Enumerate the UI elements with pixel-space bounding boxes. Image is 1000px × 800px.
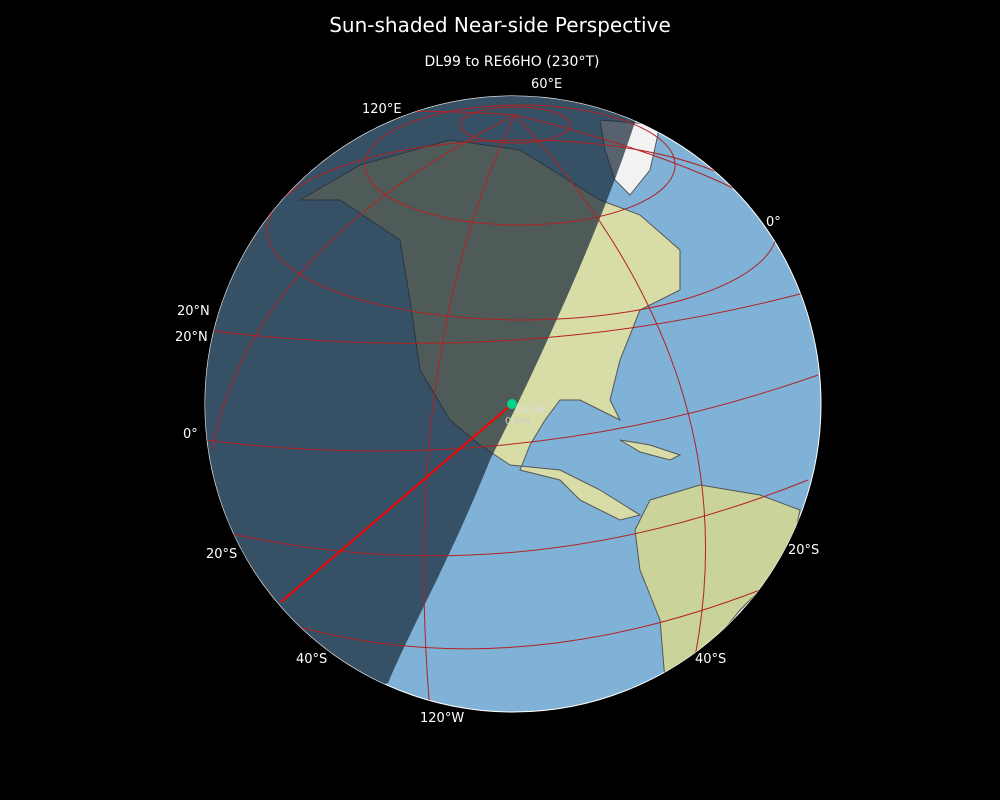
night-shade: [205, 96, 640, 712]
parallel-0: [205, 374, 819, 452]
great-circle-path: [280, 403, 513, 603]
label-120e: 120°E: [362, 102, 402, 117]
map-title: Sun-shaded Near-side Perspective: [329, 13, 671, 37]
parallel-80n: [459, 106, 571, 144]
label-20s-right: 20°S: [788, 543, 819, 558]
label-20s-left: 20°S: [206, 547, 237, 562]
label-120w: 120°W: [420, 711, 464, 726]
label-40s-left: 40°S: [296, 652, 327, 667]
map-subtitle: DL99 to RE66HO (230°T): [424, 54, 600, 70]
meridian-180: [211, 114, 516, 451]
parallel-20s: [214, 479, 809, 557]
label-60e: 60°E: [531, 77, 562, 92]
station-marker: [507, 399, 517, 409]
label-40s-right: 40°S: [695, 652, 726, 667]
label-20n-a: 20°N: [177, 304, 210, 319]
marker-label: DL99: [516, 403, 545, 416]
meridian-60w: [514, 114, 707, 681]
graticule: [205, 104, 819, 712]
label-0-lat: 0°: [183, 427, 198, 442]
meridian-120w: [423, 114, 516, 712]
parallel-40s: [274, 589, 761, 650]
marker-sublabel: 0 km: [505, 416, 530, 427]
parallel-60n: [364, 104, 676, 226]
landmass-caribbean: [619, 439, 682, 461]
label-20n-b: 20°N: [175, 330, 208, 345]
label-0-lon: 0°: [766, 215, 781, 230]
parallel-20n: [205, 289, 816, 344]
